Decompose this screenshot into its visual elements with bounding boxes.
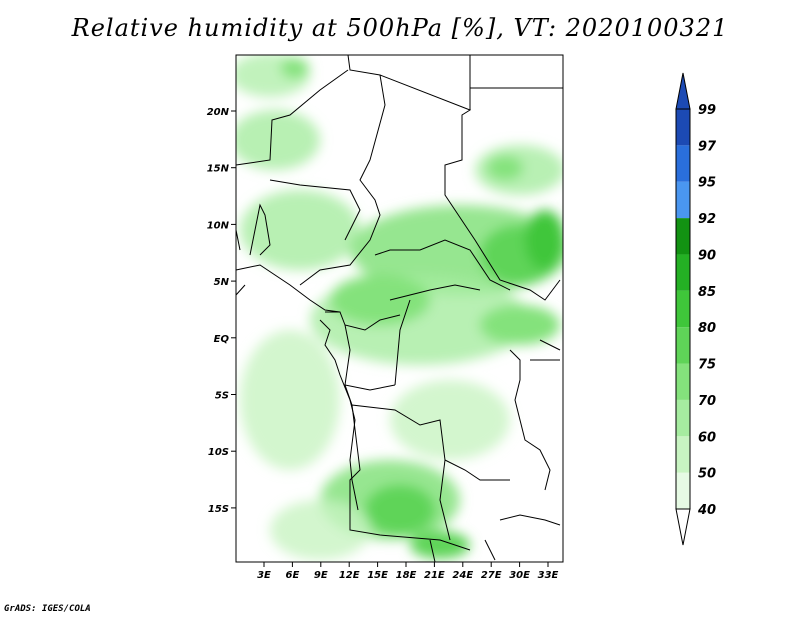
colorbar-label: 80 [698, 321, 716, 336]
colorbar-label: 95 [698, 176, 716, 191]
lon-label: 12E [339, 570, 360, 581]
lat-label: EQ [214, 334, 230, 345]
colorbar-segment [676, 436, 690, 473]
lon-label: 6E [286, 570, 300, 581]
colorbar-segment [676, 145, 690, 182]
lat-label: 10N [207, 220, 230, 231]
colorbar-top-arrow [675, 72, 691, 110]
colorbar-segment [676, 254, 690, 291]
colorbar-label: 97 [698, 139, 717, 154]
colorbar-segment [676, 363, 690, 400]
lon-label: 21E [424, 570, 445, 581]
lon-label: 15E [367, 570, 388, 581]
lat-label: 5N [214, 277, 230, 288]
latitude-labels: 20N 15N 10N 5N EQ 5S 10S 15S [207, 107, 236, 515]
lon-label: 30E [509, 570, 530, 581]
colorbar-segment [676, 399, 690, 437]
colorbar-segment [676, 472, 690, 509]
colorbar: 40 50 60 70 75 80 85 90 92 95 97 99 [675, 72, 717, 546]
colorbar-label: 90 [698, 248, 716, 263]
credit-label: GrADS: IGES/COLA [4, 604, 91, 614]
lon-label: 24E [452, 570, 473, 581]
colorbar-bottom-arrow [675, 508, 691, 546]
colorbar-label: 92 [698, 212, 716, 227]
colorbar-segment [676, 327, 690, 364]
lon-label: 3E [257, 570, 271, 581]
lat-label: 15N [207, 164, 230, 175]
longitude-labels: 3E 6E 9E 12E 15E 18E 21E 24E 27E 30E 33E [257, 562, 559, 581]
colorbar-label: 99 [698, 103, 716, 118]
chart-title: Relative humidity at 500hPa [%], VT: 202… [71, 14, 729, 42]
colorbar-segment [676, 181, 690, 219]
lon-label: 27E [481, 570, 502, 581]
lon-label: 9E [314, 570, 328, 581]
lat-label: 20N [207, 107, 230, 118]
lat-label: 15S [208, 504, 229, 515]
lon-label: 18E [396, 570, 417, 581]
map-frame [235, 54, 564, 563]
colorbar-label: 50 [698, 467, 716, 482]
colorbar-outline [675, 108, 691, 510]
lat-label: 10S [208, 447, 229, 458]
colorbar-label: 70 [698, 394, 716, 409]
colorbar-segment [676, 109, 690, 146]
colorbar-label: 40 [697, 503, 716, 518]
humidity-field [236, 55, 563, 560]
country-boundaries [235, 54, 563, 563]
colorbar-segment [676, 290, 690, 328]
colorbar-label: 75 [698, 358, 716, 373]
lon-label: 33E [538, 570, 559, 581]
colorbar-label: 85 [698, 285, 716, 300]
colorbar-label: 60 [698, 430, 716, 445]
colorbar-segment [676, 218, 690, 255]
lat-label: 5S [215, 391, 229, 402]
